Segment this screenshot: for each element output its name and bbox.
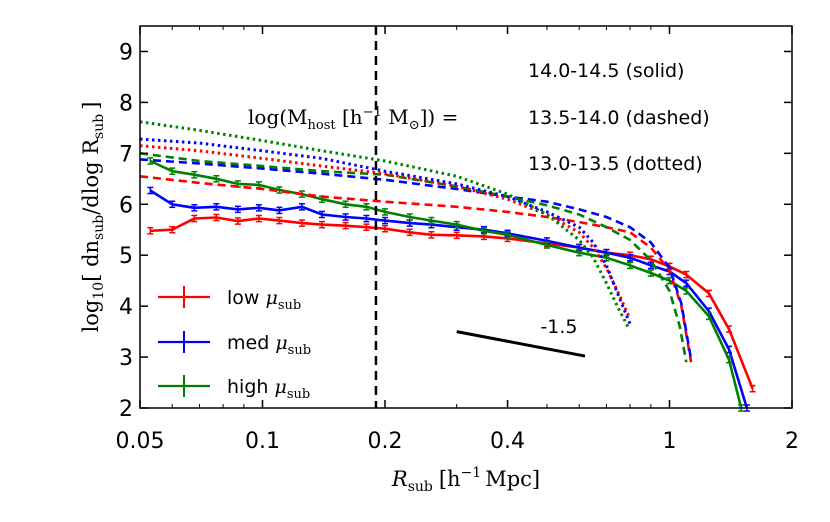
slope-label: -1.5 xyxy=(540,316,577,338)
x-tick-label-0: 0.05 xyxy=(116,429,165,454)
mass-label-unit2: M xyxy=(382,105,409,129)
mass-label-exp: −1 xyxy=(363,105,382,120)
mass-label: log(Mhost [h−1 M⊙]) = xyxy=(248,105,458,133)
y-tick-label-6: 8 xyxy=(119,91,133,116)
tick-layer: 0.05 0.1 0.2 0.4 1 2 2 3 4 5 6 7 8 9 xyxy=(116,26,799,454)
y-tick-label-3: 5 xyxy=(119,244,133,269)
legend-sub-med: sub xyxy=(288,343,311,358)
x-tick-label-1: 0.1 xyxy=(245,429,280,454)
legend-label-low: low xyxy=(227,287,259,309)
legend-mu-low: μ xyxy=(266,287,278,309)
series-line-7 xyxy=(139,137,632,325)
y-tick-label-1: 3 xyxy=(119,346,133,371)
x-label-unit-exp: −1 xyxy=(461,465,482,481)
x-axis-label: Rsub [h−1 Mpc] xyxy=(391,465,540,495)
y-axis-label: log10[ dnsub/dlog Rsub] xyxy=(79,102,107,333)
svg-text:med μsub: med μsub xyxy=(227,332,311,358)
mass-label-sun: ⊙ xyxy=(409,118,420,133)
y-label-expr2: /dlog R xyxy=(79,138,103,215)
plot-frame xyxy=(139,25,793,409)
y-tick-label-7: 9 xyxy=(119,40,133,65)
legend-sub-low: sub xyxy=(278,298,301,313)
y-label-sub1: sub xyxy=(91,215,107,240)
svg-text:high μsub: high μsub xyxy=(227,376,310,402)
legend-entry-high: high μsub xyxy=(158,375,310,402)
x-label-unit-open: [h xyxy=(439,467,461,491)
series-line-8 xyxy=(139,120,630,328)
y-tick-label-5: 7 xyxy=(119,142,133,167)
x-label-unit-close: Mpc] xyxy=(485,467,540,491)
x-tick-label-5: 2 xyxy=(785,429,799,454)
legend-mu-med: μ xyxy=(275,332,287,354)
y-label-main: log xyxy=(79,300,103,333)
y-label-sub10: 10 xyxy=(91,282,107,300)
y-label-close: ] xyxy=(79,102,103,110)
series-layer xyxy=(139,120,756,412)
slope-layer xyxy=(456,330,586,358)
series-line-5 xyxy=(139,152,688,363)
annotation-solid: 14.0-14.5 (solid) xyxy=(528,60,684,82)
mass-label-prefix: log(M xyxy=(248,105,308,129)
legend-label-med: med xyxy=(227,332,269,354)
legend: low μsub med μsub high μsub xyxy=(158,286,311,402)
legend-sub-high: sub xyxy=(287,387,310,402)
annotation-dotted: 13.0-13.5 (dotted) xyxy=(528,153,703,175)
x-label-sub: sub xyxy=(408,479,433,495)
annotation-dashed: 13.5-14.0 (dashed) xyxy=(528,107,710,129)
mass-label-close: ]) = xyxy=(420,105,459,129)
x-tick-label-2: 0.2 xyxy=(368,429,403,454)
series-line-3 xyxy=(139,175,693,363)
y-tick-label-0: 2 xyxy=(119,397,133,422)
slope-line xyxy=(456,330,586,358)
y-label-sub2: sub xyxy=(91,114,107,139)
x-tick-label-4: 1 xyxy=(662,429,676,454)
y-tick-label-4: 6 xyxy=(119,193,133,218)
y-label-expr: [ dn xyxy=(79,240,103,282)
series-line-4 xyxy=(139,158,693,360)
legend-entry-med: med μsub xyxy=(158,331,311,358)
mass-label-sub: host xyxy=(308,118,337,133)
x-label-main: R xyxy=(391,467,408,491)
x-tick-label-3: 0.4 xyxy=(490,429,525,454)
legend-label-high: high xyxy=(227,376,268,398)
mass-label-unit: [h xyxy=(336,105,363,129)
legend-mu-high: μ xyxy=(274,376,286,398)
y-tick-label-2: 4 xyxy=(119,295,133,320)
legend-entry-low: low μsub xyxy=(158,286,301,313)
svg-text:low μsub: low μsub xyxy=(227,287,301,313)
